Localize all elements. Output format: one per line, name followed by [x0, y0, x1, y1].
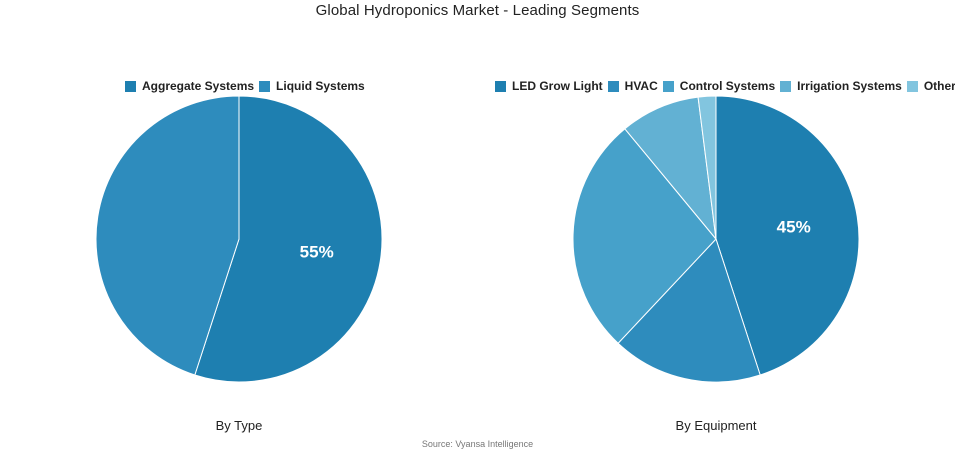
legend-label: Control Systems	[679, 79, 776, 93]
pie-slice-equipment-4	[624, 96, 717, 241]
legend-item: LED Grow Light	[495, 79, 603, 93]
legend-item: Aggregate Systems	[125, 79, 254, 93]
source-note: Source: Vyansa Intelligence	[421, 439, 534, 449]
legend-item: Irrigation Systems	[780, 79, 902, 93]
legend-item: HVAC	[607, 79, 658, 93]
legend-item: Control Systems	[662, 79, 776, 93]
pie-slice-equipment-1	[715, 95, 860, 376]
pie-slice-equipment-3	[572, 128, 717, 344]
legend-by-equipment: LED Grow Light HVAC Control Systems Irrigat…	[495, 79, 955, 93]
pie-slice-equipment-5	[697, 95, 717, 240]
legend-swatch	[495, 80, 506, 92]
chart-title: Global Hydroponics Market - Leading Segm…	[315, 2, 640, 19]
legend-item: Others	[906, 79, 955, 93]
legend-swatch	[662, 80, 674, 92]
data-label-equipment: 45%	[777, 218, 811, 237]
legend-swatch	[780, 80, 792, 92]
legend-label: Aggregate Systems	[142, 79, 255, 93]
legend-swatch	[607, 80, 619, 92]
legend-swatch	[906, 80, 918, 92]
legend-swatch	[125, 80, 136, 92]
legend-label: Others	[923, 79, 955, 93]
legend-by-type: Aggregate Systems Liquid Systems	[125, 79, 365, 93]
legend-label: Irrigation Systems	[797, 79, 902, 93]
legend-label: LED Grow Light	[512, 79, 603, 93]
legend-swatch	[259, 80, 271, 92]
legend-item: Liquid Systems	[259, 79, 365, 93]
pie-slice-type-1	[194, 95, 383, 383]
legend-label: Liquid Systems	[276, 79, 365, 93]
data-label-type: 55%	[300, 242, 334, 261]
pie-slice-type-2	[95, 95, 240, 376]
caption-by-type: By Type	[215, 418, 263, 433]
caption-by-equipment: By Equipment	[675, 418, 757, 433]
legend-label: HVAC	[624, 79, 658, 93]
pie-slice-equipment-2	[617, 238, 761, 383]
